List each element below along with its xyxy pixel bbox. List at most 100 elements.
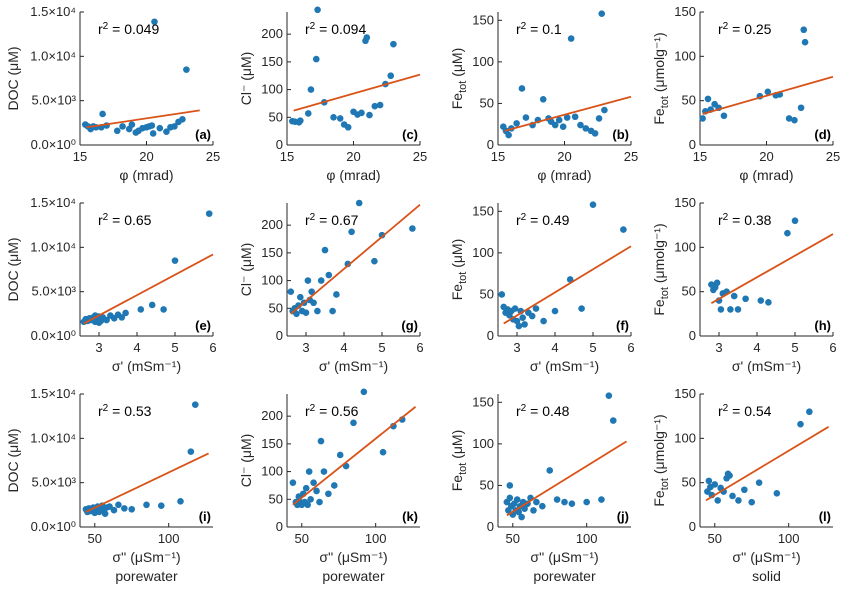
data-point bbox=[591, 130, 599, 137]
data-point bbox=[791, 116, 798, 124]
panel-b: 0 50 100 150 15 20 25 Fetot (μM) φ (mrad) r2 = 0.… bbox=[449, 10, 638, 183]
x-tick-label: 4 bbox=[753, 340, 760, 355]
fit-line bbox=[506, 440, 628, 517]
x-tick-label: 50 bbox=[506, 531, 520, 546]
y-tick-label: 0 bbox=[689, 137, 696, 152]
x-axis-sublabel: porewater bbox=[322, 568, 385, 584]
data-point bbox=[376, 101, 384, 109]
data-point bbox=[304, 501, 311, 509]
data-point bbox=[797, 104, 805, 112]
data-point bbox=[528, 312, 536, 320]
y-axis-label: Cl⁻ (μM) bbox=[238, 243, 254, 297]
panel-c: 0 50 100 150 200 15 20 25 Cl⁻ (μM) φ (mrad) r2 = 0… bbox=[238, 6, 427, 183]
y-tick-label: 200 bbox=[261, 217, 283, 232]
panel-k: 0 50 100 150 200 50 100 Cl⁻ (μM) σ'' (μSm⁻¹) pore… bbox=[238, 388, 420, 584]
data-point bbox=[329, 307, 336, 315]
panel-label: (e) bbox=[195, 318, 211, 333]
r-squared-value: = 0.1 bbox=[526, 21, 562, 37]
data-point bbox=[498, 291, 506, 298]
panel-label: (k) bbox=[402, 509, 418, 524]
data-point bbox=[551, 307, 559, 315]
r-squared-value: = 0.48 bbox=[526, 403, 569, 419]
panel-label: (a) bbox=[195, 127, 211, 142]
data-point bbox=[317, 277, 325, 284]
data-point bbox=[308, 288, 316, 295]
y-tick-label: 0 bbox=[689, 519, 696, 534]
data-point bbox=[513, 120, 520, 127]
x-tick-label: 25 bbox=[826, 149, 840, 164]
data-point bbox=[137, 306, 145, 313]
x-tick-label: 5 bbox=[589, 340, 596, 355]
r-squared-value: = 0.65 bbox=[108, 212, 151, 228]
data-point bbox=[561, 498, 568, 506]
x-axis-sublabel: porewater bbox=[115, 568, 178, 584]
data-point bbox=[336, 451, 344, 459]
data-point bbox=[128, 121, 136, 128]
y-axis-label: Cl⁻ (μM) bbox=[238, 434, 254, 488]
data-point bbox=[297, 117, 304, 124]
y-tick-label: 150 bbox=[472, 394, 494, 409]
data-point bbox=[163, 128, 170, 135]
data-point bbox=[511, 305, 519, 312]
x-tick-label: 3 bbox=[513, 340, 520, 355]
data-point bbox=[325, 271, 333, 279]
data-point bbox=[160, 306, 167, 313]
x-axis-label: σ' (mSm⁻¹) bbox=[112, 358, 181, 374]
x-tick-label: 4 bbox=[551, 340, 558, 355]
panel-label: (l) bbox=[819, 509, 831, 524]
x-tick-label: 20 bbox=[759, 149, 773, 164]
panel-g: 0 50 100 150 200 3 4 5 6 Cl⁻ (μM) σ' (mSm⁻¹) r2 = 0… bbox=[238, 199, 424, 374]
data-point bbox=[106, 503, 113, 510]
data-point bbox=[304, 277, 312, 284]
data-point bbox=[727, 306, 734, 313]
data-point bbox=[522, 114, 530, 121]
data-point bbox=[187, 448, 195, 455]
panel-d: 0 50 100 150 15 20 25 Fetot (μmolg⁻¹) φ (mrad) r2… bbox=[651, 4, 840, 183]
data-point bbox=[304, 110, 312, 117]
data-point bbox=[546, 467, 554, 474]
fit-line bbox=[293, 73, 421, 112]
y-tick-label: 100 bbox=[261, 273, 283, 288]
data-point bbox=[704, 95, 712, 103]
y-axis-label: Fetot (μmolg⁻¹) bbox=[651, 223, 671, 315]
y-tick-label: 100 bbox=[261, 464, 283, 479]
data-point bbox=[605, 392, 613, 399]
y-axis-label: Cl⁻ (μM) bbox=[238, 52, 254, 106]
data-point bbox=[355, 199, 363, 207]
data-point bbox=[366, 111, 373, 119]
y-tick-label: 50 bbox=[480, 95, 494, 110]
data-point bbox=[801, 38, 809, 46]
y-tick-label: 1.5×10⁴ bbox=[30, 386, 76, 401]
x-tick-label: 50 bbox=[88, 531, 102, 546]
x-tick-label: 25 bbox=[624, 149, 638, 164]
x-tick-label: 15 bbox=[693, 149, 707, 164]
y-tick-label: 5.0×10³ bbox=[32, 284, 77, 299]
data-point bbox=[344, 260, 352, 268]
fit-line bbox=[83, 253, 214, 325]
y-tick-label: 1.5×10⁴ bbox=[30, 195, 76, 210]
r-squared-label: r2 = 0.56 bbox=[305, 403, 359, 419]
r-squared-label: r2 = 0.38 bbox=[718, 212, 772, 228]
fit-line bbox=[710, 233, 834, 304]
y-axis-label: DOC (μM) bbox=[5, 237, 21, 301]
x-axis-label: σ'' (μSm⁻¹) bbox=[319, 549, 387, 565]
y-tick-label: 0.0×10⁰ bbox=[31, 137, 76, 152]
data-point bbox=[314, 6, 321, 14]
data-point bbox=[521, 505, 528, 513]
r-squared-value: = 0.38 bbox=[728, 212, 771, 228]
r-squared-value: = 0.54 bbox=[728, 403, 771, 419]
x-tick-label: 100 bbox=[576, 531, 598, 546]
data-point bbox=[555, 116, 563, 124]
panel-label: (i) bbox=[199, 509, 211, 524]
data-point bbox=[559, 123, 567, 131]
data-point bbox=[330, 113, 337, 121]
r-squared-value: = 0.049 bbox=[108, 21, 159, 37]
data-point bbox=[177, 497, 184, 505]
data-point bbox=[726, 472, 733, 479]
panel-label: (j) bbox=[617, 509, 629, 524]
data-point bbox=[764, 88, 772, 96]
x-axis-label: σ'' (μSm⁻¹) bbox=[112, 549, 180, 565]
data-point bbox=[409, 225, 416, 232]
x-tick-label: 100 bbox=[158, 531, 180, 546]
y-tick-label: 150 bbox=[261, 54, 283, 69]
